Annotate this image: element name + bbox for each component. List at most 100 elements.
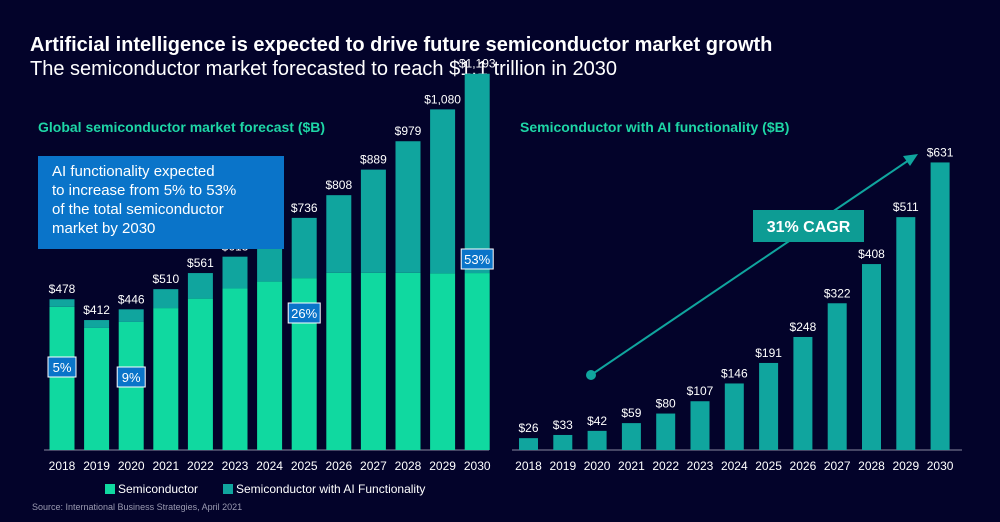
x-tick-label: 2019 [549,459,576,473]
legend-label-ai: Semiconductor with AI Functionality [236,482,425,496]
total-value-label: $446 [118,292,145,306]
semiconductor-bar [360,272,386,450]
source-note: Source: International Business Strategie… [32,502,243,512]
x-tick-label: 2026 [325,459,352,473]
ai-functionality-bar [930,162,950,451]
x-tick-label: 2028 [395,459,422,473]
legend-swatch-semiconductor [105,484,115,494]
x-tick-label: 2021 [152,459,179,473]
total-value-label: $979 [395,124,422,138]
bar-value-label: $248 [790,320,817,334]
percentage-badge [47,356,77,378]
ai-functionality-bar [827,303,847,450]
x-tick-label: 2018 [49,459,76,473]
ai-callout-box: AI functionality expected to increase fr… [38,156,284,249]
ai-functionality-bar [360,169,386,273]
ai-functionality-bar [553,434,573,450]
x-tick-label: 2027 [360,459,387,473]
x-tick-label: 2030 [927,459,954,473]
callout-line: of the total semiconductor [52,201,224,218]
percentage-badge-label: 5% [53,360,72,375]
total-value-label: $808 [325,178,352,192]
cagr-arrow-line [590,157,913,376]
x-tick-label: 2030 [464,459,491,473]
semiconductor-bar [84,327,110,450]
right-chart-title: Semiconductor with AI functionality ($B) [520,119,790,135]
semiconductor-bar [464,273,490,450]
ai-functionality-bar [291,217,317,279]
ai-functionality-bar [222,256,248,289]
ai-functionality-bar [587,430,607,450]
callout-line: AI functionality expected [52,163,215,180]
x-tick-label: 2022 [652,459,679,473]
bar-value-label: $631 [927,145,954,159]
total-value-label: $736 [291,201,318,215]
ai-functionality-bar [395,141,421,273]
cagr-badge [753,210,864,242]
x-tick-label: 2024 [721,459,748,473]
semiconductor-bar [395,272,421,450]
percentage-badge [287,302,321,324]
bar-value-label: $107 [687,384,714,398]
ai-functionality-bar [724,383,744,450]
total-value-label: $1,080 [424,92,461,106]
total-value-label: $1,193 [459,57,496,71]
ai-functionality-bar [49,299,75,307]
bar-value-label: $511 [893,200,919,214]
x-tick-label: 2021 [618,459,645,473]
percentage-badge-label: 26% [291,306,317,321]
ai-functionality-bar [118,309,144,322]
ai-functionality-bar [84,320,110,328]
x-tick-label: 2020 [584,459,611,473]
ai-functionality-bar [690,401,710,450]
total-value-label: $561 [187,256,214,270]
cagr-arrow-start-dot [586,370,596,380]
percentage-badge [116,366,146,388]
left-chart-title: Global semiconductor market forecast ($B… [38,119,326,135]
bar-value-label: $191 [755,346,782,360]
callout-line: to increase from 5% to 53% [52,182,237,199]
cagr-badge-label: 31% CAGR [767,219,851,236]
x-tick-label: 2029 [429,459,456,473]
bar-value-label: $33 [553,418,573,432]
x-tick-label: 2023 [222,459,249,473]
legend-label-semiconductor: Semiconductor [118,482,198,496]
x-tick-label: 2027 [824,459,851,473]
bar-value-label: $322 [824,286,851,300]
x-tick-label: 2026 [790,459,817,473]
bar-value-label: $26 [518,421,538,435]
total-value-label: $478 [49,282,76,296]
callout-line: market by 2030 [52,220,156,237]
x-tick-label: 2025 [291,459,318,473]
semiconductor-bar [222,288,248,450]
bar-value-label: $408 [858,247,885,261]
ai-functionality-bar [519,438,538,450]
ai-functionality-bar [793,336,813,450]
bar-value-label: $59 [621,406,641,420]
ai-functionality-bar [656,413,676,450]
x-tick-label: 2028 [858,459,885,473]
ai-functionality-bar [464,73,490,274]
x-tick-label: 2020 [118,459,145,473]
x-tick-label: 2018 [515,459,542,473]
semiconductor-bar [187,298,213,450]
legend-swatch-ai [223,484,233,494]
ai-functionality-bar [862,264,881,450]
semiconductor-bar [326,272,352,450]
semiconductor-bar [153,308,179,450]
x-tick-label: 2019 [83,459,110,473]
x-tick-label: 2023 [687,459,714,473]
total-value-label: $510 [152,272,179,286]
semiconductor-bar [49,306,75,450]
ai-functionality-bar [153,289,179,309]
x-tick-label: 2024 [256,459,283,473]
ai-functionality-bar [326,195,352,273]
ai-functionality-bar [759,362,779,450]
ai-functionality-bar [430,109,456,274]
bar-value-label: $146 [721,366,748,380]
total-value-label: $412 [83,303,110,317]
semiconductor-bar [257,281,283,450]
ai-functionality-bar [621,423,641,450]
bar-value-label: $42 [587,414,607,428]
